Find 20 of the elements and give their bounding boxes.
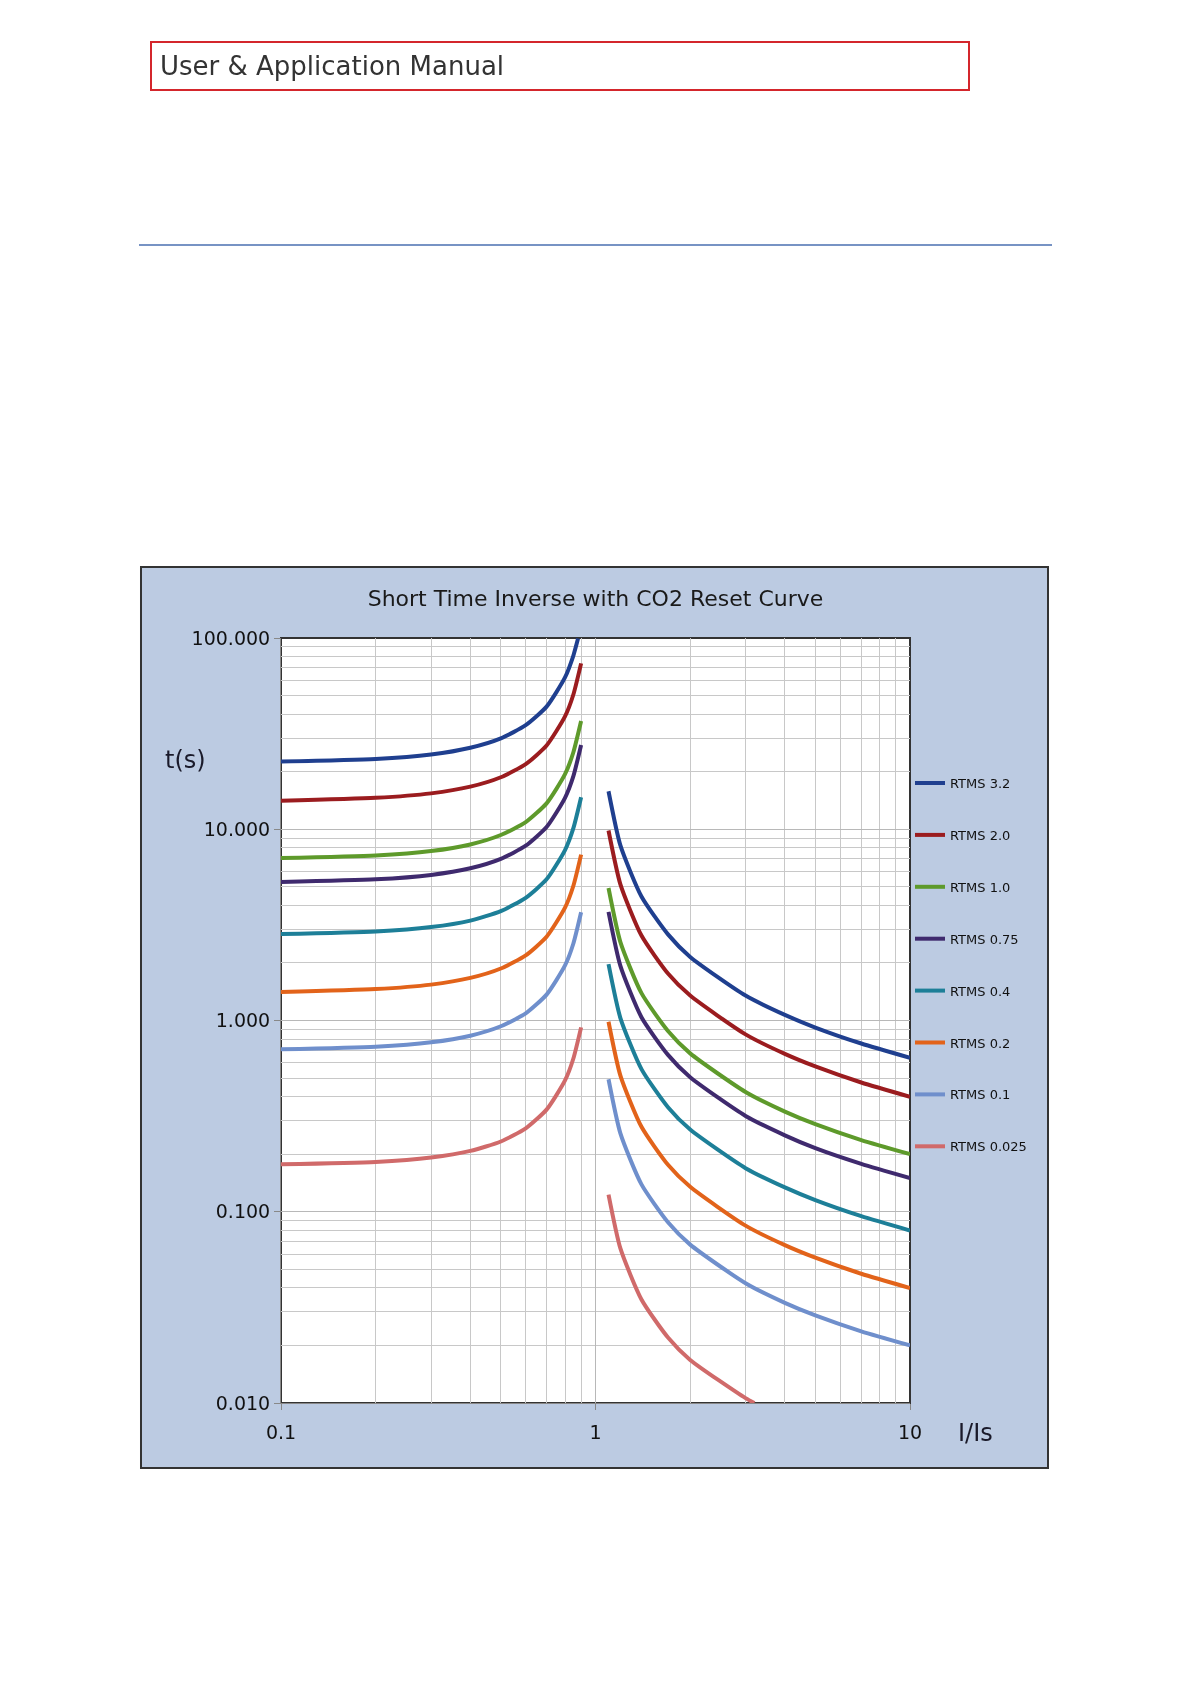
legend-label: RTMS 1.0 [950, 879, 1011, 895]
y-tick-label: 1.000 [215, 1009, 271, 1032]
y-tick-label: 0.100 [215, 1200, 271, 1223]
legend-label: RTMS 0.2 [950, 1035, 1011, 1051]
y-tick-label: 0.010 [215, 1391, 271, 1414]
y-tick-label: 100.000 [191, 626, 271, 649]
legend-label: RTMS 3.2 [950, 776, 1011, 792]
legend-label: RTMS 0.025 [950, 1139, 1027, 1155]
x-tick-label: 10 [897, 1420, 923, 1443]
x-tick-label: 0.1 [265, 1420, 297, 1443]
y-tick-label: 10.000 [203, 817, 271, 840]
x-tick-label: 1 [589, 1420, 602, 1443]
y-axis-title: t(s) [165, 746, 206, 774]
legend-label: RTMS 0.1 [950, 1087, 1011, 1103]
text: User & Application Manual [160, 51, 505, 81]
chart-title: Short Time Inverse with CO2 Reset Curve [367, 585, 824, 611]
x-axis-title: I/Is [958, 1419, 993, 1447]
legend-label: RTMS 2.0 [950, 827, 1011, 843]
legend-label: RTMS 0.4 [950, 983, 1011, 999]
legend-label: RTMS 0.75 [950, 931, 1019, 947]
